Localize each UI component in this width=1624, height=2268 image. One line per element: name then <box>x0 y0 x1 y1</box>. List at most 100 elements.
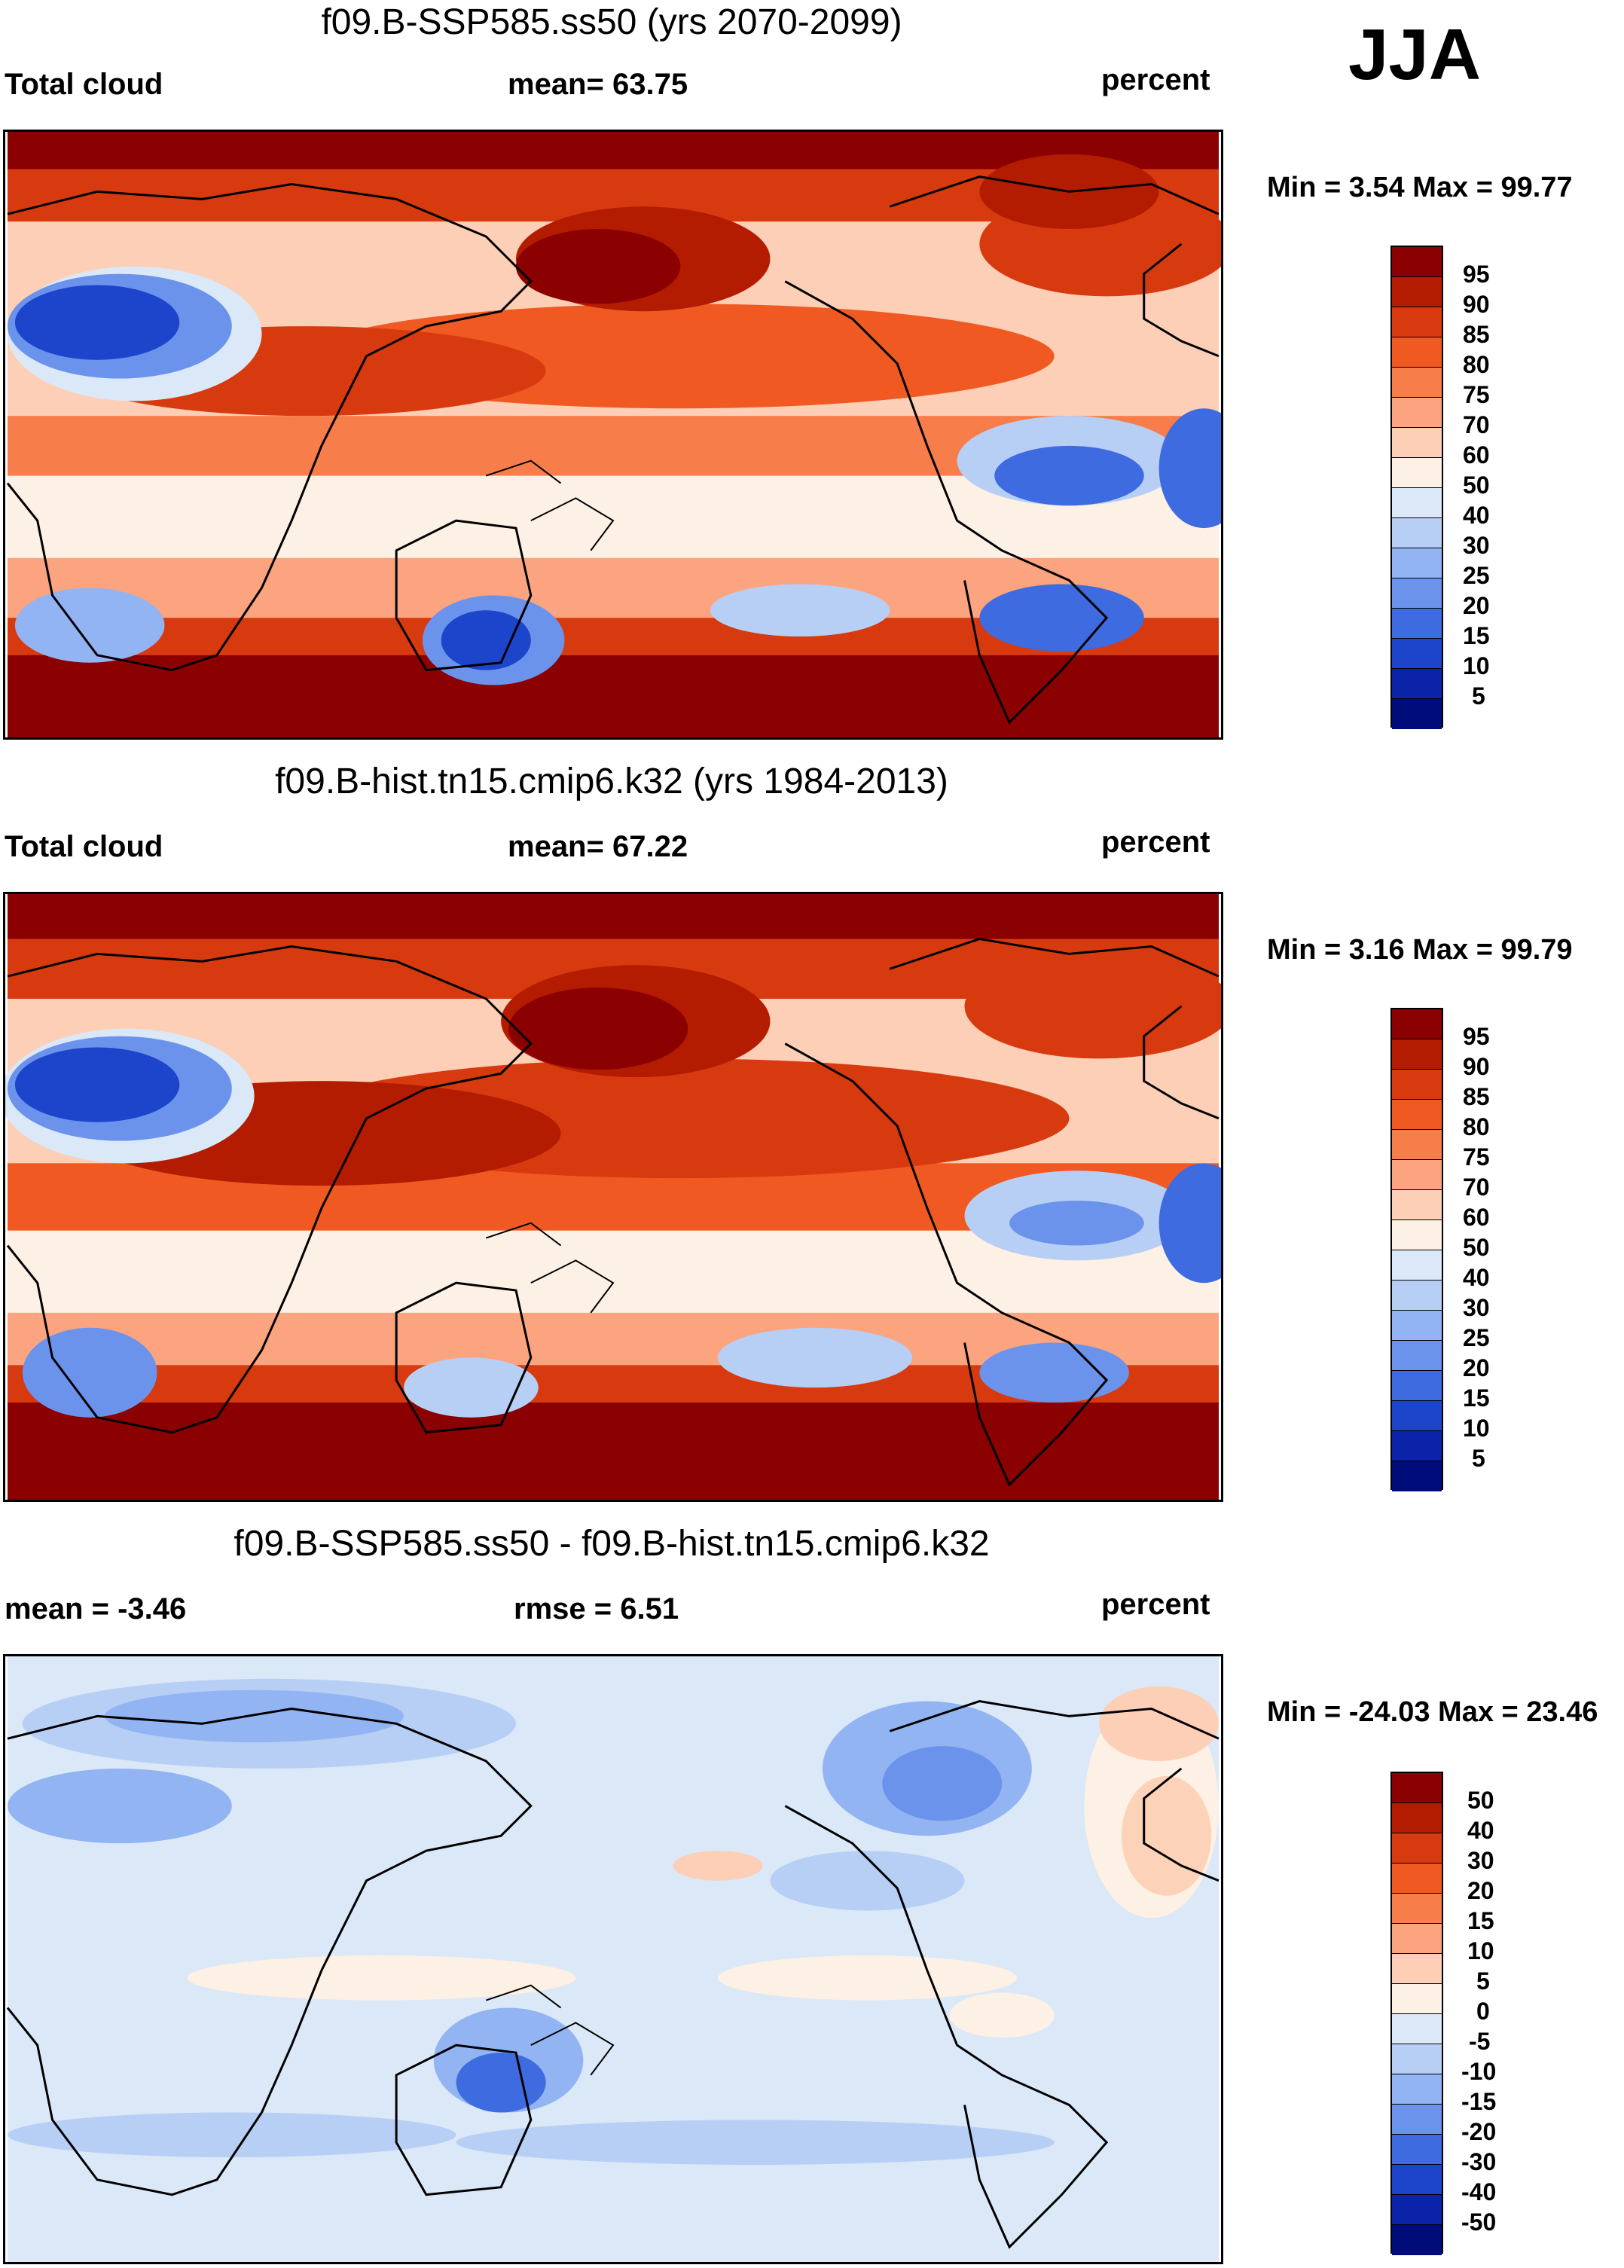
panel-1-colorbar-swatch <box>1392 699 1442 729</box>
panel-2-colorbar-swatch <box>1392 1401 1442 1431</box>
panel-3-colorbar-label: -5 <box>1469 2028 1491 2055</box>
panel-2-units-label: percent <box>1101 826 1210 859</box>
panel-2-colorbar-label: 10 <box>1463 1415 1490 1442</box>
panel-2-colorbar-swatch <box>1392 1341 1442 1371</box>
panel-1-colorbar-label: 30 <box>1463 532 1490 559</box>
panel-3-colorbar-swatch <box>1392 1894 1442 1924</box>
panel-1-colorbar-label: 25 <box>1463 562 1490 589</box>
panel-1-map <box>3 130 1223 740</box>
panel-1-colorbar-label: 80 <box>1463 351 1490 378</box>
panel-2-colorbar-label: 75 <box>1463 1143 1490 1171</box>
panel-1-colorbar-label: 20 <box>1463 592 1490 619</box>
panel-1-colorbar-swatch <box>1392 488 1442 518</box>
panel-1-colorbar-label: 75 <box>1463 381 1490 408</box>
panel-1-colorbar-swatch <box>1392 639 1442 669</box>
panel-2-colorbar-swatch <box>1392 1250 1442 1281</box>
panel-1-colorbar <box>1390 246 1443 729</box>
panel-2-colorbar <box>1390 1008 1443 1491</box>
panel-1-title: f09.B-SSP585.ss50 (yrs 2070-2099) <box>321 2 902 42</box>
panel-2-colorbar-label: 90 <box>1463 1053 1490 1080</box>
panel-2-min-max: Min = 3.16 Max = 99.79 <box>1267 934 1573 966</box>
panel-1-colorbar-swatch <box>1392 247 1442 277</box>
panel-3-colorbar <box>1390 1772 1443 2255</box>
panel-2-colorbar-swatch <box>1392 1160 1442 1190</box>
panel-2-colorbar-swatch <box>1392 1039 1442 1070</box>
panel-1-colorbar-label: 50 <box>1463 472 1490 499</box>
panel-1-mean-label: mean= 63.75 <box>508 68 688 101</box>
panel-3-colorbar-swatch <box>1392 2044 1442 2074</box>
panel-3-colorbar-swatch <box>1392 2105 1442 2135</box>
panel-1-colorbar-swatch <box>1392 307 1442 337</box>
panel-1-colorbar-swatch <box>1392 609 1442 639</box>
panel-3-colorbar-label: -50 <box>1461 2208 1497 2236</box>
panel-3-colorbar-label: -10 <box>1461 2058 1497 2085</box>
panel-2-colorbar-label: 50 <box>1463 1234 1490 1261</box>
panel-1-colorbar-swatch <box>1392 578 1442 609</box>
panel-3-colorbar-label: -30 <box>1461 2148 1497 2175</box>
panel-3-colorbar-label: 15 <box>1467 1907 1494 1934</box>
panel-2-colorbar-label: 25 <box>1463 1324 1490 1351</box>
panel-2-title: f09.B-hist.tn15.cmip6.k32 (yrs 1984-2013… <box>275 762 948 801</box>
panel-1-units-label: percent <box>1101 63 1210 96</box>
panel-2-colorbar-label: 95 <box>1463 1023 1490 1050</box>
panel-1-colorbar-swatch <box>1392 518 1442 548</box>
panel-3-colorbar-label: -15 <box>1461 2088 1497 2115</box>
panel-3-colorbar-swatch <box>1392 1864 1442 1894</box>
panel-1-colorbar-swatch <box>1392 398 1442 428</box>
panel-1-colorbar-swatch <box>1392 548 1442 578</box>
panel-3-colorbar-label: 20 <box>1467 1877 1494 1904</box>
panel-3-units-label: percent <box>1101 1588 1210 1621</box>
panel-1-colorbar-label: 60 <box>1463 441 1490 469</box>
panel-3-colorbar-swatch <box>1392 1924 1442 1954</box>
panel-3-colorbar-label: 10 <box>1467 1937 1494 1964</box>
season-label: JJA <box>1348 14 1482 95</box>
panel-1-colorbar-label: 15 <box>1463 622 1490 649</box>
panel-2-colorbar-label: 80 <box>1463 1113 1490 1140</box>
panel-1-colorbar-label: 70 <box>1463 411 1490 438</box>
panel-1-colorbar-label: 85 <box>1463 321 1490 348</box>
panel-1-colorbar-label: 10 <box>1463 652 1490 679</box>
panel-3-colorbar-swatch <box>1392 1954 1442 1984</box>
panel-2-colorbar-swatch <box>1392 1461 1442 1491</box>
panel-2-map-field <box>5 894 1221 1500</box>
panel-1-variable-label: Total cloud <box>5 68 163 101</box>
panel-3-mean-label: mean = -3.46 <box>5 1592 187 1625</box>
panel-2-colorbar-swatch <box>1392 1311 1442 1341</box>
panel-2-colorbar-label: 60 <box>1463 1204 1490 1231</box>
panel-3-colorbar-swatch <box>1392 2074 1442 2105</box>
panel-2-colorbar-label: 5 <box>1472 1445 1485 1472</box>
panel-3-colorbar-swatch <box>1392 1803 1442 1833</box>
panel-2-colorbar-label: 15 <box>1463 1384 1490 1412</box>
panel-3-colorbar-swatch <box>1392 2135 1442 2165</box>
panel-2-colorbar-label: 20 <box>1463 1354 1490 1381</box>
panel-1-colorbar-swatch <box>1392 458 1442 488</box>
panel-3-title: f09.B-SSP585.ss50 - f09.B-hist.tn15.cmip… <box>234 1524 990 1564</box>
panel-1-colorbar-label: 5 <box>1472 682 1485 710</box>
panel-2-colorbar-swatch <box>1392 1130 1442 1160</box>
panel-2-colorbar-label: 40 <box>1463 1264 1490 1291</box>
panel-1-colorbar-swatch <box>1392 368 1442 398</box>
panel-1-map-field <box>6 132 1221 737</box>
panel-2-colorbar-label: 30 <box>1463 1294 1490 1321</box>
panel-3-colorbar-swatch <box>1392 1833 1442 1864</box>
panel-3-colorbar-swatch <box>1392 2225 1442 2255</box>
panel-1-min-max: Min = 3.54 Max = 99.77 <box>1267 172 1573 203</box>
panel-2-colorbar-swatch <box>1392 1009 1442 1039</box>
panel-3-colorbar-label: 40 <box>1467 1817 1494 1844</box>
panel-1-colorbar-label: 95 <box>1463 261 1490 288</box>
panel-3-colorbar-label: -40 <box>1461 2178 1497 2205</box>
panel-3-colorbar-label: 50 <box>1467 1787 1494 1814</box>
panel-2-colorbar-swatch <box>1392 1190 1442 1220</box>
panel-2-colorbar-swatch <box>1392 1100 1442 1130</box>
panel-2-colorbar-label: 85 <box>1463 1083 1490 1110</box>
panel-1-colorbar-label: 90 <box>1463 291 1490 318</box>
panel-3-colorbar-label: 5 <box>1476 1967 1490 1995</box>
panel-2-colorbar-swatch <box>1392 1281 1442 1311</box>
panel-2-colorbar-label: 70 <box>1463 1174 1490 1201</box>
panel-3-colorbar-label: 30 <box>1467 1847 1494 1874</box>
panel-1-colorbar-swatch <box>1392 277 1442 307</box>
panel-2-map <box>3 892 1223 1502</box>
panel-1-colorbar-swatch <box>1392 337 1442 368</box>
panel-1-colorbar-swatch <box>1392 669 1442 699</box>
panel-3-map <box>3 1654 1223 2264</box>
